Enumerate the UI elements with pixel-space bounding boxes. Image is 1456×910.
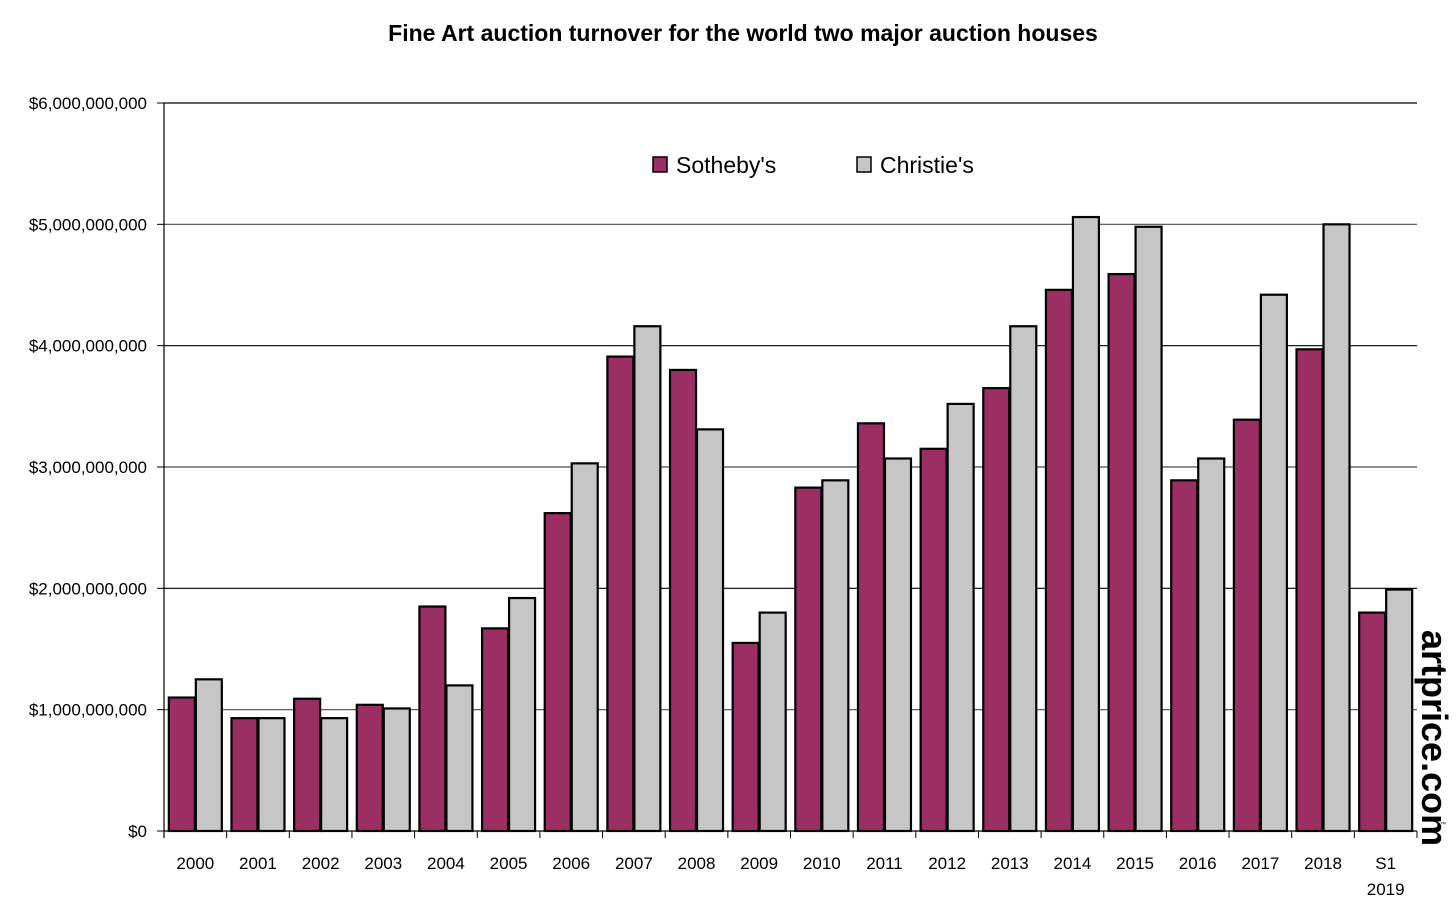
bar-christies-2018 xyxy=(1322,223,1351,833)
bar-sothebys-2009 xyxy=(731,641,760,833)
y-tick-label: $6,000,000,000 xyxy=(29,94,147,113)
bar-sothebys-2003 xyxy=(355,703,384,833)
x-tick-label: 2002 xyxy=(302,854,340,873)
y-tick-label: $2,000,000,000 xyxy=(29,579,147,598)
x-tick-label: 2004 xyxy=(427,854,465,873)
bar-sothebys-2001 xyxy=(230,717,259,833)
x-tick-label: 2009 xyxy=(740,854,778,873)
bar-sothebys-2008 xyxy=(668,368,698,833)
x-tick-label: 2019 xyxy=(1367,880,1405,899)
x-tick-label: 2010 xyxy=(803,854,841,873)
x-tick-label: 2003 xyxy=(364,854,402,873)
bar-christies-2005 xyxy=(507,596,537,833)
x-tick-label: 2001 xyxy=(239,854,277,873)
y-tick-label: $1,000,000,000 xyxy=(29,701,147,720)
y-tick-label: $5,000,000,000 xyxy=(29,215,147,234)
x-tick-label: 2006 xyxy=(552,854,590,873)
bar-sothebys-2014 xyxy=(1044,288,1074,833)
bar-sothebys-2011 xyxy=(856,422,886,833)
bar-christies-2011 xyxy=(883,457,913,833)
bars xyxy=(167,215,1414,833)
chart-title: Fine Art auction turnover for the world … xyxy=(388,20,1098,46)
gridlines xyxy=(164,102,1417,711)
bar-christies-2016 xyxy=(1197,457,1226,833)
y-tick-label: $3,000,000,000 xyxy=(29,458,147,477)
bar-christies-2017 xyxy=(1259,293,1288,833)
x-tick-label: 2008 xyxy=(678,854,716,873)
bar-christies-2004 xyxy=(445,684,474,833)
bar-sothebys-2018 xyxy=(1295,348,1324,833)
bar-christies-2010 xyxy=(821,479,850,833)
x-tick-label: 2005 xyxy=(490,854,528,873)
bar-sothebys-2004 xyxy=(418,605,447,833)
x-tick-label: 2000 xyxy=(176,854,214,873)
legend: Sotheby's Christie's xyxy=(652,152,974,178)
bar-sothebys-2012 xyxy=(919,447,948,833)
bar-sothebys-2015 xyxy=(1107,272,1136,833)
bar-sothebys-2006 xyxy=(543,512,572,833)
legend-label-sothebys: Sotheby's xyxy=(676,152,776,178)
x-tick-label: 2016 xyxy=(1179,854,1217,873)
x-axis-ticks: 2000 2001 2002 2003 2004 2005 2006 2007 2008 2009… xyxy=(176,831,1418,899)
bar-sothebys-2005 xyxy=(480,627,510,833)
y-tick-label: $4,000,000,000 xyxy=(29,337,147,356)
x-tick-label: 2017 xyxy=(1241,854,1279,873)
x-tick-label: 2014 xyxy=(1054,854,1092,873)
bar-sothebys-2002 xyxy=(293,697,322,833)
bar-sothebys-2000 xyxy=(167,696,196,833)
bar-christies-2015 xyxy=(1134,225,1163,833)
bar-christies-2013 xyxy=(1009,325,1038,833)
bar-christies-2007 xyxy=(633,325,662,833)
bar-sothebys-s1-2019 xyxy=(1358,611,1387,833)
bar-christies-2001 xyxy=(257,717,286,833)
legend-swatch-sothebys xyxy=(652,156,668,173)
watermark-trademark: ™ xyxy=(1440,821,1446,828)
y-axis-ticks: $0 $1,000,000,000 $2,000,000,000 $3,000,000… xyxy=(29,94,164,841)
bar-christies-2003 xyxy=(382,707,411,833)
watermark: artprice.com xyxy=(1414,630,1455,846)
bar-sothebys-2007 xyxy=(606,355,635,833)
bar-christies-s1-2019 xyxy=(1385,588,1414,833)
legend-label-christies: Christie's xyxy=(880,152,974,178)
bar-sothebys-2016 xyxy=(1170,479,1199,833)
bar-sothebys-2017 xyxy=(1232,418,1261,833)
x-tick-label: 2007 xyxy=(615,854,653,873)
y-tick-label: $0 xyxy=(128,822,147,841)
watermark-text: artprice.com xyxy=(1414,630,1455,846)
axes xyxy=(163,103,1417,838)
x-tick-label: 2015 xyxy=(1116,854,1154,873)
x-tick-label: 2012 xyxy=(928,854,966,873)
bar-christies-2002 xyxy=(320,717,349,833)
bar-christies-2000 xyxy=(194,678,223,833)
legend-swatch-christies xyxy=(856,156,872,173)
bar-christies-2008 xyxy=(695,428,725,833)
x-tick-label: 2011 xyxy=(866,854,903,873)
x-tick-label: 2018 xyxy=(1304,854,1342,873)
x-tick-label: S1 xyxy=(1375,854,1396,873)
x-tick-label: 2013 xyxy=(991,854,1029,873)
bar-sothebys-2013 xyxy=(982,387,1011,833)
bar-christies-2009 xyxy=(758,611,787,833)
bar-christies-2012 xyxy=(946,402,975,833)
bar-christies-2006 xyxy=(570,462,599,833)
bar-sothebys-2010 xyxy=(794,486,823,833)
bar-christies-2014 xyxy=(1071,215,1101,833)
